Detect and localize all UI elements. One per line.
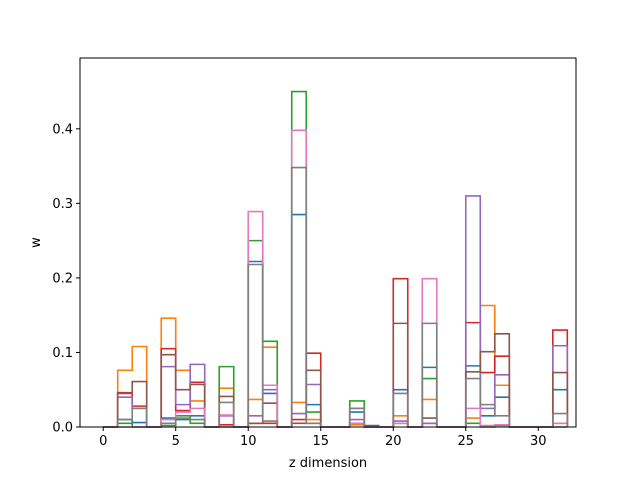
histogram-series-5 [103,322,569,428]
histogram-series-2 [103,90,568,428]
x-tick-label: 15 [312,434,329,449]
x-tick-label: 0 [99,434,107,449]
histogram-series-7 [103,166,569,428]
series-layer [103,90,569,428]
histogram-series-6 [103,129,569,428]
y-tick-label: 0.0 [52,421,73,436]
axes-frame [79,57,577,428]
x-axis: 0 5 10 15 20 25 30 [99,427,547,449]
x-axis-label: z dimension [289,456,367,471]
histogram-series-4 [103,195,569,428]
histogram-series-0 [103,213,569,428]
x-tick-label: 20 [385,434,402,449]
y-axis-label: w [29,237,44,248]
x-tick-label: 30 [530,434,547,449]
y-tick-label: 0.3 [52,197,73,212]
x-tick-label: 25 [458,434,475,449]
y-axis: 0.0 0.1 0.2 0.3 0.4 [52,122,80,436]
x-tick-label: 5 [172,434,180,449]
y-tick-label: 0.2 [52,271,73,286]
y-tick-label: 0.1 [52,346,73,361]
histogram-series-3 [103,277,569,428]
x-tick-label: 10 [240,434,257,449]
y-tick-label: 0.4 [52,122,73,137]
